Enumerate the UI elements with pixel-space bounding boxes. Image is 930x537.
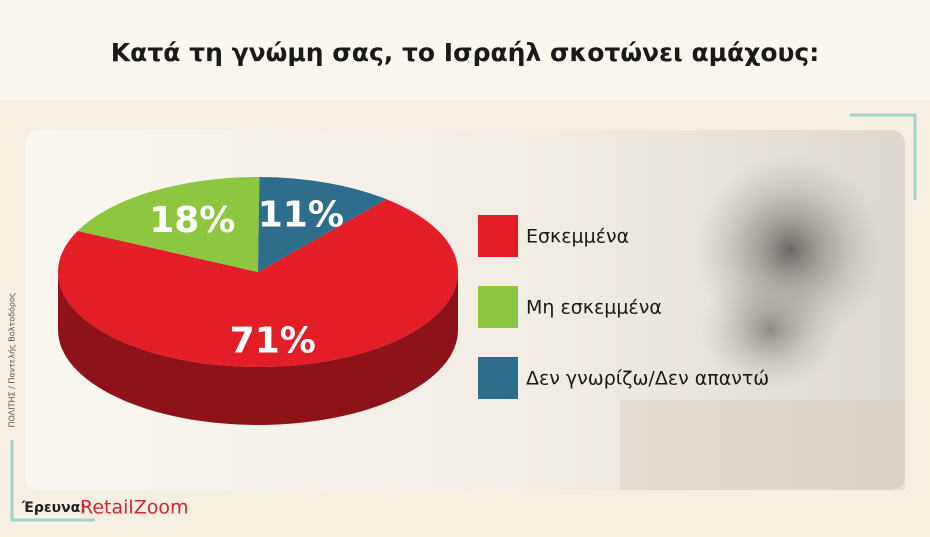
legend-swatch xyxy=(478,286,518,328)
legend-label: Εσκεμμένα xyxy=(526,226,629,248)
slice-side xyxy=(58,272,458,425)
smoke xyxy=(700,270,840,390)
legend-label: Δεν γνωρίζω/Δεν απαντώ xyxy=(526,368,769,390)
slice xyxy=(77,176,260,272)
credit: ΠΟΛΙΤΗΣ / Παντελής Βολτοδόρος xyxy=(7,292,17,427)
data-label: 18% xyxy=(149,200,235,241)
source-label: Έρευνα: xyxy=(21,500,86,516)
title-bar xyxy=(0,0,930,100)
legend-swatch xyxy=(478,357,518,399)
source: RetailZoom xyxy=(80,497,188,519)
pie: 71% 18% 11% xyxy=(58,176,459,425)
corner-decoration xyxy=(850,113,917,200)
chart-title: Κατά τη γνώμη σας, το Ισραήλ σκοτώνει αμ… xyxy=(111,38,819,67)
data-label: 11% xyxy=(258,195,344,236)
data-label: 71% xyxy=(230,320,316,361)
slice xyxy=(258,177,387,272)
slice xyxy=(58,199,459,367)
legend-label: Μη εσκεμμένα xyxy=(526,297,662,319)
corner-decoration xyxy=(10,440,95,522)
ground xyxy=(620,400,905,490)
legend: Εσκεμμένα Μη εσκεμμένα Δεν γνωρίζω/Δεν απα… xyxy=(478,215,769,399)
legend-swatch xyxy=(478,215,518,257)
